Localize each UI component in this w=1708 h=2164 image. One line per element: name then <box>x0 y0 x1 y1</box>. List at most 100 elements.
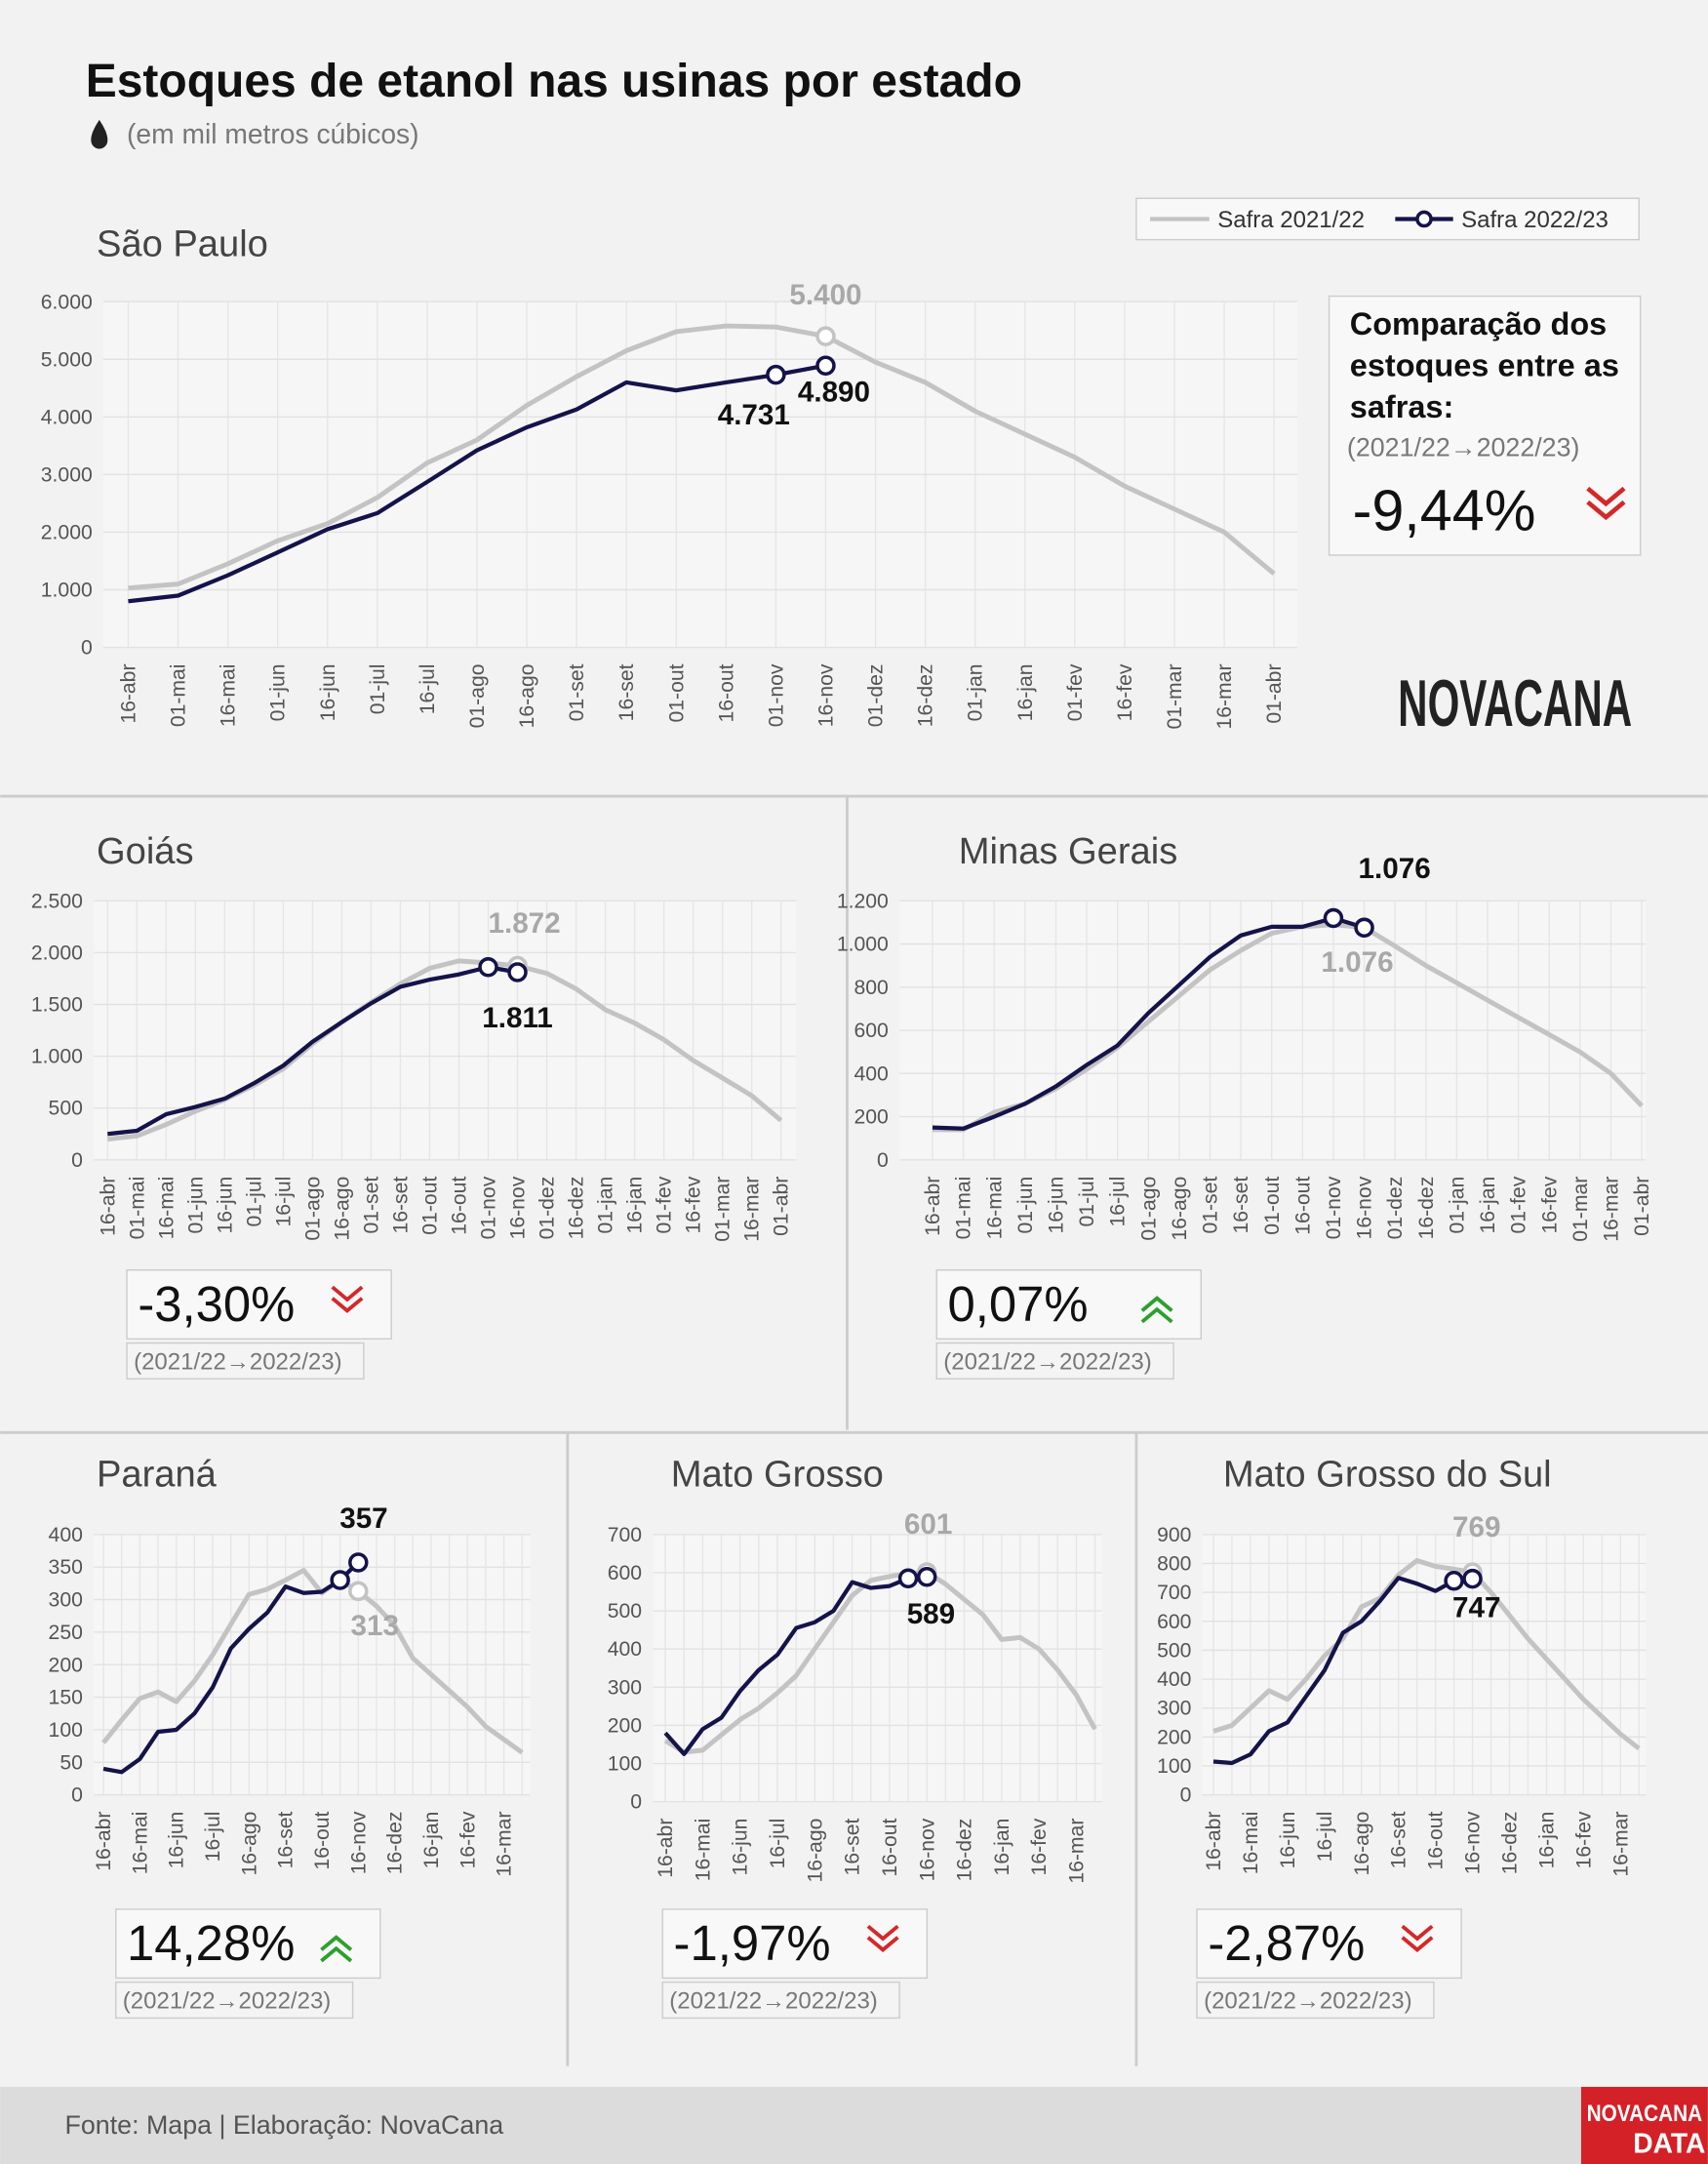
comparison-box <box>661 1908 929 1980</box>
point-marker <box>897 1568 919 1589</box>
y-tick-label: 400 <box>1157 1668 1191 1691</box>
x-tick-label: 16-jan <box>1014 664 1037 722</box>
comparison-value: -9,44% <box>1353 478 1536 543</box>
value-label: 1.811 <box>482 1002 552 1034</box>
x-tick-label: 01-mar <box>1569 1177 1592 1242</box>
x-tick-label: 16-jan <box>1535 1812 1558 1869</box>
x-tick-label: 16-mai <box>129 1812 151 1875</box>
series-line <box>663 1575 928 1756</box>
x-tick-label: 01-jul <box>1076 1177 1098 1227</box>
legend <box>1135 197 1640 241</box>
comparison-box <box>126 1269 392 1341</box>
x-tick-label: 01-mar <box>712 1177 735 1242</box>
footer-band <box>0 2086 1708 2164</box>
x-tick-label: 16-abr <box>118 664 140 724</box>
period-label: (2021/22→2022/23) <box>943 1348 1151 1375</box>
y-tick-label: 200 <box>49 1654 83 1676</box>
trend-chevron <box>866 1936 899 1952</box>
drop-icon <box>91 119 108 149</box>
plot-area <box>1202 1534 1647 1795</box>
comparison-value: -2,87% <box>1208 1915 1365 1971</box>
trend-chevron <box>1140 1296 1173 1312</box>
legend-label: Safra 2022/23 <box>1461 207 1609 233</box>
x-tick-label: 16-fev <box>1028 1818 1051 1875</box>
trend-chevron <box>866 1924 899 1942</box>
x-tick-label: 01-mai <box>126 1177 148 1240</box>
period-label: (2021/22→2022/23) <box>134 1348 341 1375</box>
point-marker <box>478 957 498 978</box>
x-tick-label: 01-out <box>419 1177 442 1235</box>
trend-chevron <box>1401 1924 1434 1942</box>
point-marker <box>1444 1570 1464 1591</box>
x-tick-label: 16-dez <box>954 1819 976 1882</box>
x-tick-label: 16-jun <box>730 1819 752 1876</box>
point-marker <box>507 962 528 982</box>
x-tick-label: 16-abr <box>97 1177 119 1236</box>
y-tick-label: 500 <box>1157 1639 1191 1662</box>
comparison-box <box>935 1269 1202 1341</box>
x-tick-label: 16-jan <box>991 1819 1013 1876</box>
y-tick-label: 50 <box>60 1751 83 1774</box>
data-logo: DATA <box>1633 2128 1705 2159</box>
point-marker <box>348 1581 369 1602</box>
trend-chevron <box>320 1945 353 1963</box>
period-label: (2021/22→2022/23) <box>1204 1987 1412 2014</box>
point-marker <box>1462 1568 1483 1589</box>
footer-source: Fonte: Mapa | Elaboração: NovaCana <box>65 2110 504 2140</box>
x-tick-label: 16-fev <box>1538 1176 1561 1233</box>
x-tick-label: 16-jan <box>624 1177 647 1234</box>
x-tick-label: 01-abr <box>1631 1177 1653 1236</box>
x-tick-label: 01-jul <box>367 664 389 715</box>
x-tick-label: 01-jan <box>1446 1177 1468 1234</box>
y-tick-label: 2.000 <box>31 942 83 964</box>
y-tick-label: 100 <box>49 1719 83 1742</box>
point-marker <box>1323 907 1344 929</box>
y-tick-label: 1.500 <box>31 994 83 1017</box>
x-tick-label: 16-nov <box>1462 1811 1485 1874</box>
x-tick-label: 16-nov <box>507 1176 530 1239</box>
x-tick-label: 16-nov <box>347 1811 370 1874</box>
x-tick-label: 16-mai <box>983 1177 1006 1240</box>
y-tick-label: 900 <box>1157 1524 1191 1546</box>
x-tick-label: 01-jan <box>595 1177 617 1234</box>
x-tick-label: 16-jul <box>767 1819 789 1869</box>
period-box <box>126 1342 365 1380</box>
point-marker <box>1354 917 1374 939</box>
period-box <box>935 1342 1174 1380</box>
y-tick-label: 150 <box>49 1687 83 1709</box>
chart-title: Minas Gerais <box>959 831 1178 872</box>
x-tick-label: 16-mar <box>1213 664 1236 730</box>
period-label: (2021/22→2022/23) <box>123 1987 332 2014</box>
x-tick-label: 16-ago <box>1169 1177 1191 1241</box>
x-tick-label: 16-jun <box>214 1177 236 1234</box>
x-tick-label: 16-set <box>390 1177 413 1234</box>
x-tick-label: 01-nov <box>1323 1176 1345 1239</box>
y-tick-label: 200 <box>854 1106 888 1129</box>
x-tick-label: 01-jun <box>184 1177 207 1234</box>
x-tick-label: 16-nov <box>1354 1176 1376 1239</box>
x-tick-label: 16-jul <box>1314 1812 1336 1863</box>
series-line <box>101 1568 524 1755</box>
x-tick-label: 16-dez <box>566 1177 588 1240</box>
x-tick-label: 01-set <box>1200 1177 1222 1234</box>
y-tick-label: 300 <box>1157 1698 1191 1720</box>
x-tick-label: 16-fev <box>683 1176 705 1233</box>
comparison-title-box: Comparação dos estoques entre as safras: <box>1350 305 1619 423</box>
trend-chevron <box>1140 1306 1173 1324</box>
y-tick-label: 5.000 <box>41 348 93 371</box>
x-tick-label: 16-jul <box>202 1812 224 1863</box>
x-tick-label: 16-jul <box>1107 1177 1130 1227</box>
comparison-value: 14,28% <box>127 1915 295 1971</box>
x-tick-label: 16-set <box>275 1811 298 1868</box>
x-tick-label: 16-mar <box>1065 1819 1088 1884</box>
x-tick-label: 01-fev <box>654 1176 676 1233</box>
y-tick-label: 500 <box>608 1600 642 1623</box>
series-line <box>1212 1558 1641 1751</box>
x-tick-label: 01-jan <box>965 664 987 722</box>
x-tick-label: 01-out <box>1261 1177 1284 1235</box>
comparison-box <box>115 1908 381 1980</box>
x-tick-label: 16-jun <box>166 1812 188 1869</box>
y-tick-label: 0 <box>877 1149 889 1172</box>
y-tick-label: 3.000 <box>41 463 93 486</box>
y-tick-label: 1.000 <box>31 1046 83 1068</box>
